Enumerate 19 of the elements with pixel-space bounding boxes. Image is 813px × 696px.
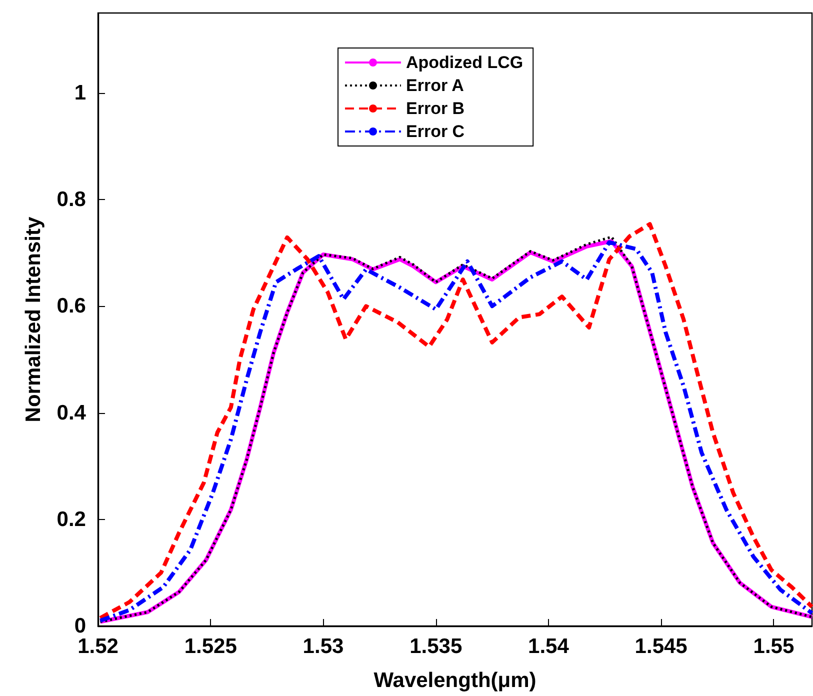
legend-label: Apodized LCG [406,53,524,72]
x-tick-label: 1.53 [302,635,344,658]
x-tick-label: 1.525 [184,635,238,658]
y-tick-label: 0.2 [56,508,86,531]
x-tick-label: 1.535 [410,635,462,658]
y-tick-label: 0.4 [56,401,86,424]
y-axis-title: Normalized Intensity [22,216,45,422]
y-tick-label: 0 [74,614,86,638]
x-axis-title: Wavelength(μm) [374,669,536,692]
legend-label: Error B [406,99,465,118]
y-tick-label: 1 [74,81,86,104]
y-tick-label: 0.8 [56,188,86,212]
x-tick-label: 1.52 [78,635,118,658]
legend-label: Error A [406,76,464,95]
x-tick-label: 1.55 [753,635,794,658]
y-tick-label: 0.6 [56,294,86,318]
x-tick-label: 1.545 [634,635,688,658]
legend-label: Error C [406,122,465,141]
x-tick-label: 1.54 [528,635,570,658]
